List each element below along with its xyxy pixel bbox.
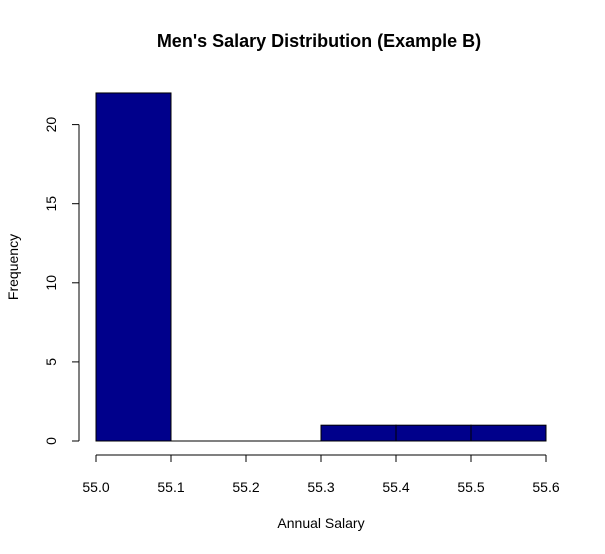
x-axis: 55.0 55.1 55.2 55.3 55.4 55.5 55.6	[82, 454, 560, 495]
bars-group	[95, 92, 547, 442]
histogram-bar-5	[470, 424, 547, 442]
x-tick-label: 55.0	[82, 479, 109, 495]
y-axis: 0 5 10 15 20	[43, 117, 80, 445]
y-tick-label: 0	[43, 437, 59, 445]
y-tick-label: 15	[43, 196, 59, 212]
x-tick-label: 55.2	[232, 479, 259, 495]
y-axis-label: Frequency	[5, 234, 21, 300]
histogram-bar-4	[395, 424, 472, 442]
chart-title: Men's Salary Distribution (Example B)	[157, 31, 481, 51]
y-tick-label: 20	[43, 117, 59, 133]
histogram-bar-3	[320, 424, 397, 442]
x-tick-label: 55.1	[157, 479, 184, 495]
y-tick-label: 5	[43, 358, 59, 366]
x-tick-label: 55.4	[382, 479, 409, 495]
histogram-bar-0	[95, 92, 172, 442]
x-axis-label: Annual Salary	[277, 515, 364, 531]
x-tick-label: 55.6	[532, 479, 559, 495]
x-tick-label: 55.3	[307, 479, 334, 495]
x-tick-label: 55.5	[457, 479, 484, 495]
y-tick-label: 10	[43, 275, 59, 291]
